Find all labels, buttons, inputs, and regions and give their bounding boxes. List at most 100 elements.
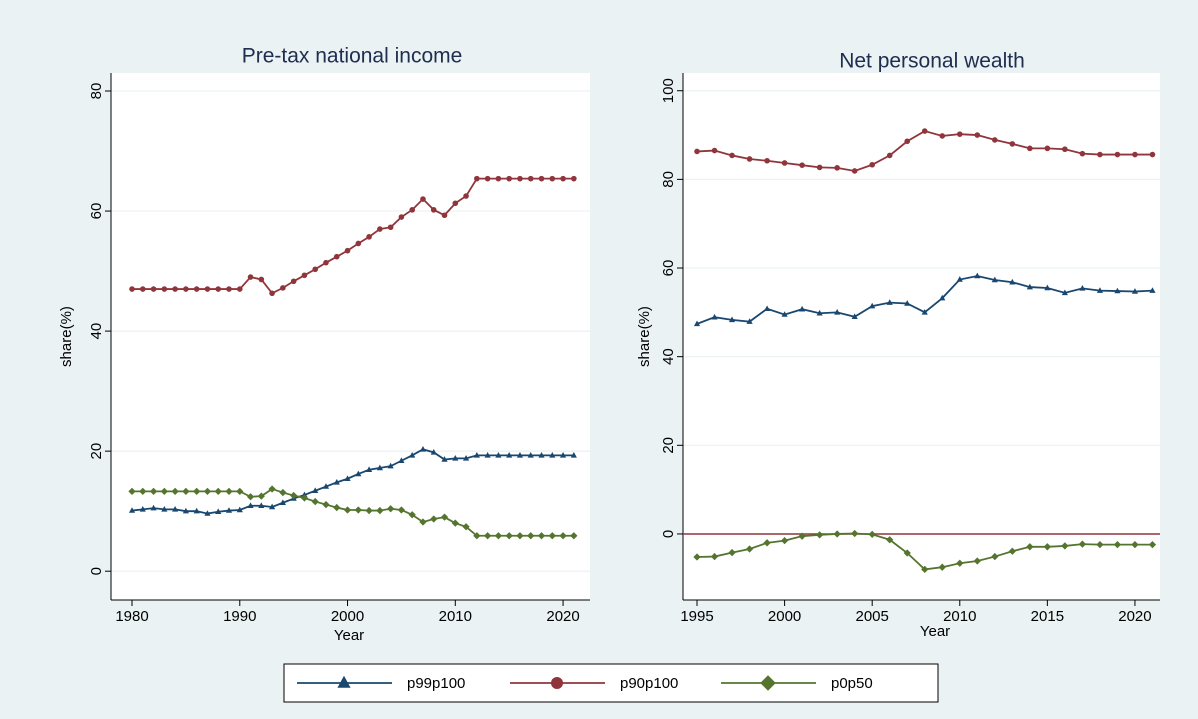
point [149, 487, 158, 495]
point [398, 457, 405, 463]
legend-label: p0p50 [831, 675, 873, 692]
point [322, 500, 330, 509]
point [440, 513, 449, 521]
plot-area [683, 73, 1160, 600]
point [473, 532, 481, 540]
y-tick-label: 0 [88, 567, 105, 575]
point [193, 286, 200, 292]
point [1097, 151, 1103, 158]
point [420, 196, 426, 202]
point [258, 502, 265, 509]
point [312, 487, 319, 493]
point [355, 470, 362, 477]
point [474, 175, 480, 182]
point [1079, 150, 1086, 157]
point [225, 507, 233, 513]
point [225, 487, 233, 495]
point [693, 320, 701, 327]
point [333, 503, 341, 512]
point [430, 448, 437, 455]
point [484, 175, 491, 182]
point [903, 549, 911, 557]
point [279, 499, 286, 506]
point [570, 451, 577, 458]
point [494, 532, 503, 540]
point [1079, 285, 1086, 291]
point [560, 175, 566, 182]
y-axis-title: share(%) [58, 306, 75, 367]
point [354, 506, 362, 514]
point [1149, 151, 1156, 158]
y-tick-label: 40 [88, 323, 105, 340]
point [376, 464, 383, 471]
point [973, 557, 981, 565]
point [834, 308, 841, 315]
point [1131, 540, 1139, 549]
point [851, 313, 858, 320]
point [729, 152, 735, 159]
point [538, 451, 545, 458]
legend-box [283, 663, 939, 703]
point [904, 138, 911, 145]
point [559, 532, 567, 540]
point [1061, 289, 1068, 296]
point [129, 286, 135, 292]
point [938, 563, 946, 571]
point [728, 316, 736, 323]
point [430, 515, 438, 523]
point [387, 505, 395, 513]
point [516, 532, 524, 540]
y-tick-label: 100 [660, 78, 677, 103]
point [215, 508, 222, 515]
point [956, 559, 964, 567]
x-tick-label: 2000 [331, 608, 364, 625]
point [764, 305, 771, 312]
point [322, 483, 330, 489]
point [527, 451, 534, 458]
point [799, 305, 806, 312]
point [505, 532, 513, 540]
point [991, 276, 998, 283]
point [193, 487, 201, 495]
point [204, 286, 211, 292]
x-tick-label: 2020 [1118, 608, 1151, 625]
point [366, 234, 372, 240]
x-tick-label: 2010 [943, 608, 976, 625]
point [548, 532, 556, 540]
point [215, 286, 222, 292]
point [484, 451, 491, 458]
point [868, 530, 876, 539]
point [506, 175, 512, 182]
point [247, 274, 254, 280]
point [160, 487, 168, 495]
point [816, 164, 823, 171]
legend-label: p99p100 [407, 675, 465, 692]
point [939, 294, 946, 301]
point [1096, 540, 1104, 549]
point [495, 175, 502, 182]
point [139, 506, 146, 512]
point [527, 532, 535, 540]
y-tick-label: 0 [660, 530, 677, 538]
point [247, 502, 254, 509]
point [462, 454, 470, 461]
point [1026, 543, 1034, 551]
point [711, 313, 718, 320]
point [1132, 151, 1138, 158]
y-tick-label: 20 [660, 437, 677, 454]
point [728, 548, 736, 557]
point [1149, 287, 1156, 293]
point [269, 503, 276, 510]
point [483, 532, 492, 540]
point [236, 487, 244, 495]
point [991, 552, 999, 561]
x-tick-label: 2010 [439, 608, 472, 625]
point [301, 272, 308, 279]
point [441, 456, 448, 462]
point [939, 133, 946, 139]
point [183, 286, 189, 292]
point [377, 226, 383, 232]
point [746, 318, 753, 324]
point [974, 132, 981, 138]
